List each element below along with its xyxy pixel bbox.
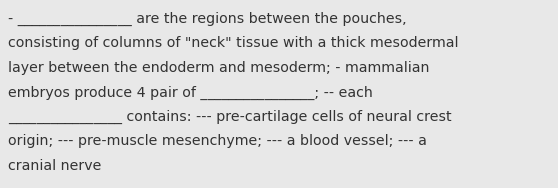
Text: ________________ contains: --- pre-cartilage cells of neural crest: ________________ contains: --- pre-carti… [8, 110, 451, 124]
Text: layer between the endoderm and mesoderm; - mammalian: layer between the endoderm and mesoderm;… [8, 61, 430, 75]
Text: - ________________ are the regions between the pouches,: - ________________ are the regions betwe… [8, 12, 407, 26]
Text: embryos produce 4 pair of ________________; -- each: embryos produce 4 pair of ______________… [8, 86, 373, 100]
Text: consisting of columns of "neck" tissue with a thick mesodermal: consisting of columns of "neck" tissue w… [8, 36, 459, 51]
Text: cranial nerve: cranial nerve [8, 159, 102, 173]
Text: origin; --- pre-muscle mesenchyme; --- a blood vessel; --- a: origin; --- pre-muscle mesenchyme; --- a… [8, 134, 427, 149]
